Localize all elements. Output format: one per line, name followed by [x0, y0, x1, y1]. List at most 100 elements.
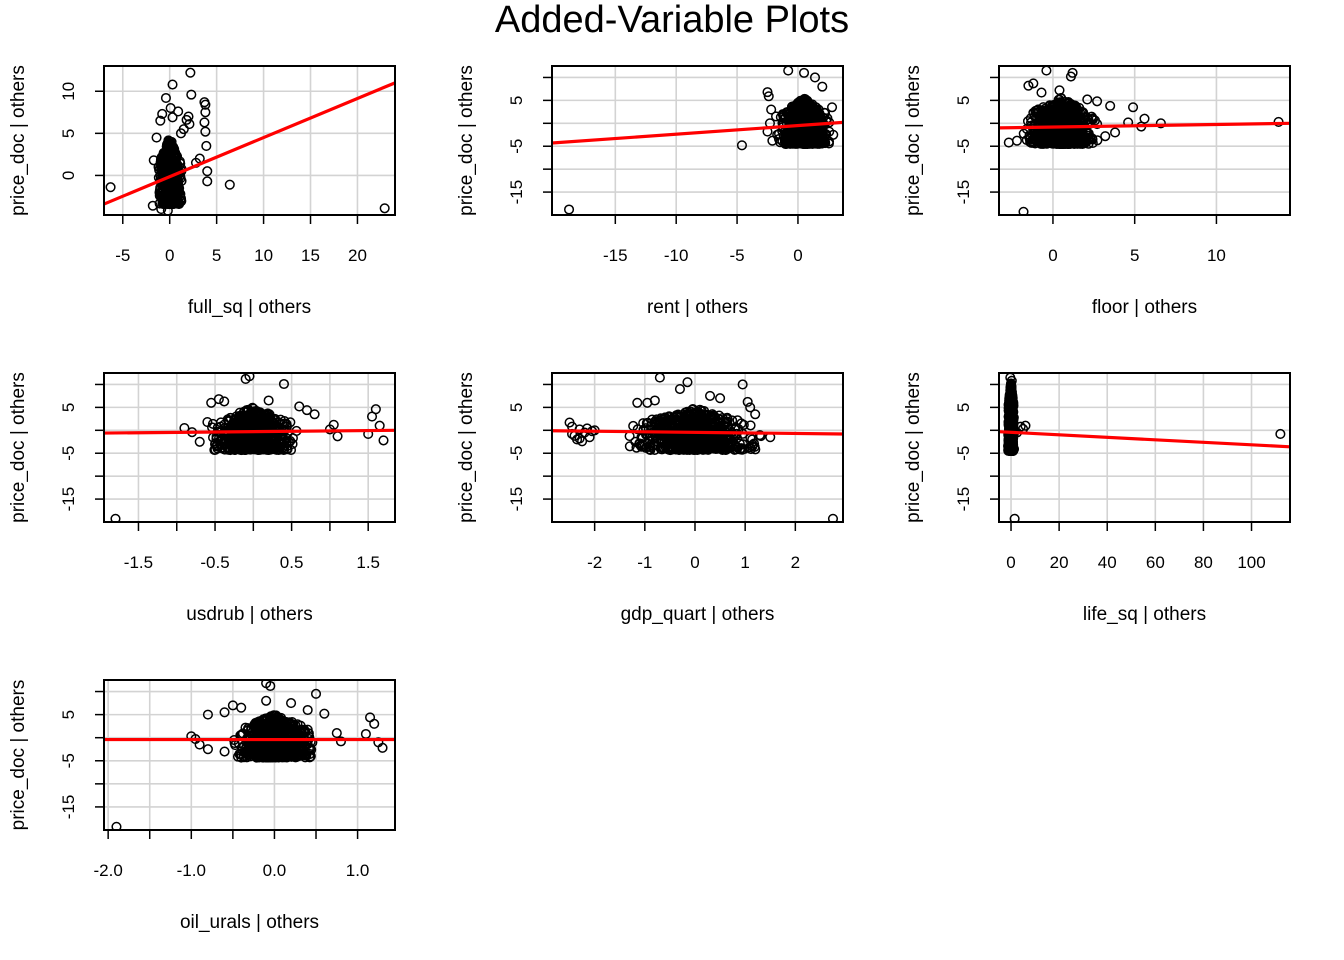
plot-frame: [551, 372, 844, 523]
data-point: [1087, 133, 1098, 144]
data-point: [186, 89, 197, 100]
data-point: [1004, 405, 1015, 416]
x-axis-title: gdp_quart | others: [621, 604, 775, 625]
data-point: [577, 436, 588, 447]
y-tick-label: -15: [507, 180, 526, 205]
data-point: [184, 119, 195, 130]
data-point: [714, 410, 725, 421]
fit-line: [999, 121, 1290, 130]
x-tick-label: -10: [664, 246, 689, 265]
data-point: [630, 436, 641, 447]
y-tick-label: -5: [507, 446, 526, 461]
data-point: [1005, 397, 1016, 408]
x-tick-label: 100: [1237, 553, 1265, 572]
data-point: [1128, 102, 1139, 113]
y-axis-title: price_doc | others: [903, 372, 924, 523]
data-point: [202, 417, 213, 428]
data-point: [200, 99, 211, 110]
data-point: [682, 377, 693, 388]
data-point: [147, 200, 158, 211]
data-point: [804, 117, 815, 128]
data-point: [1033, 108, 1044, 119]
data-point: [159, 150, 170, 161]
data-point: [667, 444, 678, 455]
data-point: [1004, 443, 1015, 454]
data-point: [202, 176, 213, 187]
data-point: [167, 79, 178, 90]
data-point: [155, 115, 166, 126]
y-tick-label: 5: [59, 403, 78, 412]
x-axis: 0 5 10: [1048, 215, 1226, 265]
data-point: [1065, 138, 1076, 149]
data-point: [639, 440, 650, 452]
plot-frame: [103, 372, 396, 523]
x-tick-label: 0: [690, 553, 699, 572]
data-point: [264, 444, 275, 455]
data-point: [162, 150, 173, 161]
data-point: [659, 418, 670, 429]
data-point: [828, 129, 839, 140]
data-point: [1047, 137, 1059, 148]
data-point: [827, 513, 839, 522]
grid: [104, 66, 395, 215]
data-point: [332, 431, 343, 442]
x-tick-label: -2: [587, 553, 602, 572]
data-point: [651, 436, 662, 447]
data-point: [170, 156, 182, 167]
data-point: [642, 397, 653, 408]
data-point: [250, 441, 261, 452]
y-axis: -15-55: [507, 76, 552, 205]
data-point: [169, 155, 180, 166]
data-point: [1011, 135, 1023, 146]
x-tick-label: 40: [1098, 553, 1117, 572]
data-point: [1036, 135, 1047, 146]
figure-title: Added-Variable Plots: [495, 0, 849, 41]
data-point: [268, 418, 279, 429]
data-point: [200, 107, 211, 118]
data-point: [265, 440, 276, 452]
data-point: [737, 379, 748, 390]
fit-line: [999, 430, 1290, 449]
data-point: [745, 420, 756, 431]
plot-frame: [103, 65, 396, 216]
data-point: [1023, 80, 1034, 91]
data-point: [574, 433, 585, 444]
data-point: [156, 163, 167, 174]
scatter-points: [110, 373, 389, 522]
data-point: [110, 513, 121, 522]
data-point: [185, 67, 196, 78]
x-axis: -5 0 5 10 15 20: [115, 215, 367, 265]
fit-line: [552, 120, 843, 145]
data-point: [682, 408, 693, 419]
data-point: [781, 134, 793, 145]
x-tick-label: 20: [1050, 553, 1069, 572]
data-point: [1036, 87, 1047, 98]
data-point: [807, 130, 818, 142]
data-point: [1005, 378, 1017, 389]
data-point: [797, 98, 808, 109]
data-point: [794, 136, 805, 147]
data-point: [632, 397, 643, 408]
data-point: [164, 140, 175, 151]
data-point: [161, 181, 172, 192]
data-point: [1068, 110, 1079, 121]
data-point: [1018, 206, 1029, 215]
y-tick-label: 0: [59, 171, 78, 180]
x-tick-label: 0.5: [280, 553, 304, 572]
data-point: [736, 140, 747, 151]
y-tick-label: 5: [507, 96, 526, 105]
x-tick-label: 10: [1207, 246, 1226, 265]
x-tick-label: 5: [1130, 246, 1139, 265]
data-point: [637, 439, 648, 450]
data-point: [282, 443, 293, 454]
data-point: [1082, 94, 1093, 105]
data-point: [1063, 128, 1074, 139]
data-point: [715, 414, 726, 425]
data-point: [665, 436, 676, 447]
fit-line: [552, 429, 843, 436]
y-tick-label: -5: [59, 446, 78, 461]
data-point: [1009, 513, 1020, 522]
data-point: [1065, 71, 1076, 82]
